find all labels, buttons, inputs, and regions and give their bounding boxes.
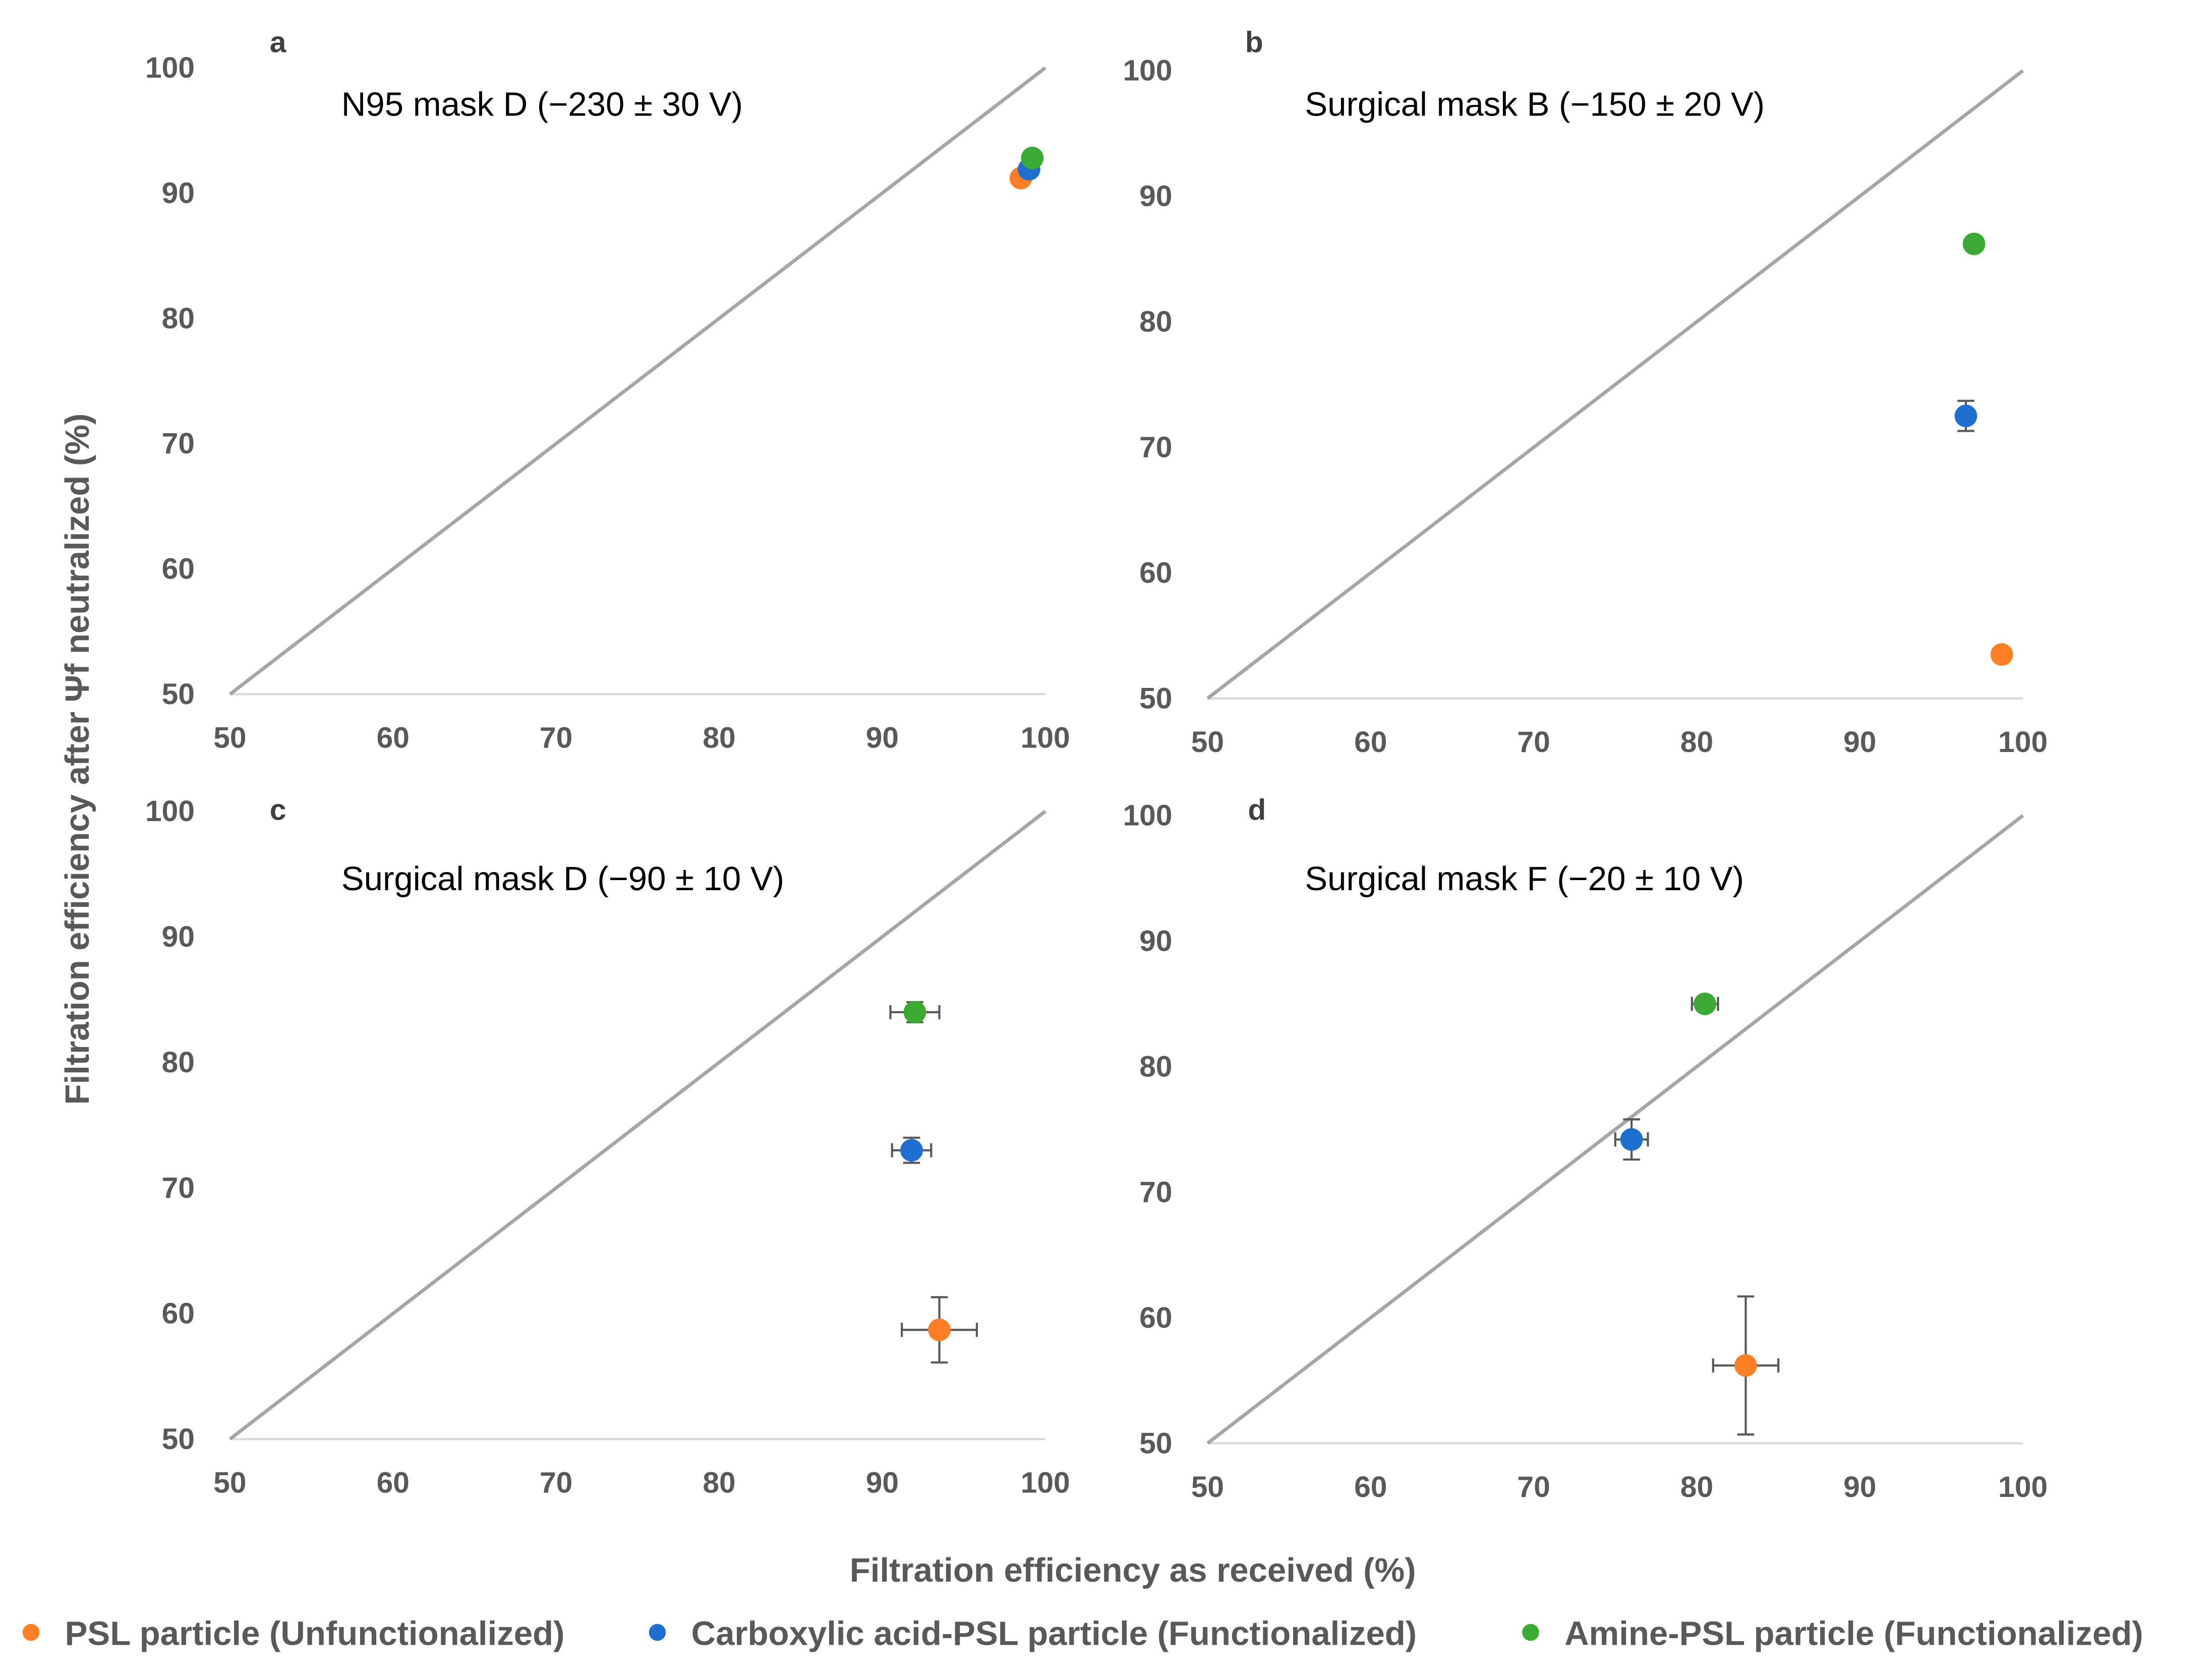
x-tick-label: 90	[1843, 726, 1876, 759]
y-tick-label: 60	[162, 1297, 195, 1330]
panel-d: 50 60 70 80 90 100 50 60 70 80 90 100 d Surgical mask…	[1123, 793, 2048, 1503]
panel-b: 50 60 70 80 90 100 50 60 70 80 90 100 b Surgical mask…	[1123, 26, 2048, 759]
x-tick-label: 60	[1354, 1471, 1387, 1503]
x-tick-label: 100	[1998, 1471, 2048, 1503]
legend: PSL particle (Unfunctionalized) Carboxyli…	[22, 1615, 2143, 1653]
y-tick-label: 100	[145, 51, 195, 84]
panel-letter: b	[1245, 26, 1263, 59]
x-tick-label: 70	[540, 722, 572, 755]
x-tick-label: 60	[1354, 726, 1387, 759]
data-point-amine	[1021, 146, 1044, 169]
x-tick-label: 70	[1517, 1471, 1550, 1503]
x-tick-label: 50	[213, 722, 246, 755]
data-point-psl	[928, 1318, 951, 1342]
y-tick-label: 90	[1139, 180, 1172, 213]
x-tick-label: 90	[1843, 1471, 1876, 1503]
reference-line-y-equals-x	[1206, 814, 2024, 1445]
y-tick-label: 60	[1139, 1301, 1172, 1334]
x-tick-label: 50	[1191, 726, 1224, 759]
y-tick-label: 70	[1139, 431, 1172, 464]
panel-letter: d	[1248, 793, 1266, 826]
y-tick-label: 60	[1139, 556, 1172, 589]
data-point-carboxylic	[900, 1139, 923, 1162]
y-tick-label: 100	[145, 795, 195, 828]
x-tick-label: 80	[1680, 726, 1713, 759]
x-tick-label: 50	[213, 1467, 246, 1499]
data-point-amine	[903, 1001, 926, 1024]
panel-a: 50 60 70 80 90 100 50 60 70 80 90 100 a N95 mask D (−…	[145, 26, 1070, 755]
y-tick-label: 70	[162, 427, 195, 460]
y-tick-label: 50	[162, 1423, 195, 1456]
x-tick-label: 60	[377, 722, 410, 755]
y-tick-label: 80	[1139, 1050, 1172, 1083]
x-tick-label: 100	[1021, 1467, 1070, 1499]
reference-line-y-equals-x	[1206, 69, 2024, 700]
panel-c: 50 60 70 80 90 100 50 60 70 80 90 100 c Surgical mask…	[145, 793, 1070, 1499]
y-tick-label: 80	[1139, 306, 1172, 338]
data-point-carboxylic	[1954, 404, 1977, 428]
x-tick-label: 70	[1517, 726, 1550, 759]
panel-title: N95 mask D (−230 ± 30 V)	[341, 86, 743, 124]
panel-letter: a	[270, 26, 287, 59]
panel-title: Surgical mask B (−150 ± 20 V)	[1305, 86, 1765, 124]
y-tick-label: 70	[1139, 1176, 1172, 1208]
x-axis-label: Filtration efficiency as received (%)	[850, 1551, 1416, 1589]
y-tick-label: 100	[1123, 799, 1172, 832]
legend-marker-carboxylic	[649, 1624, 666, 1641]
y-tick-label: 60	[162, 553, 195, 586]
reference-line-y-equals-x	[228, 809, 1046, 1441]
panel-title: Surgical mask D (−90 ± 10 V)	[341, 860, 784, 898]
panel-title: Surgical mask F (−20 ± 10 V)	[1305, 860, 1744, 898]
reference-line-y-equals-x	[228, 66, 1046, 696]
x-tick-label: 60	[377, 1467, 410, 1499]
legend-label-carboxylic: Carboxylic acid-PSL particle (Functional…	[691, 1615, 1417, 1653]
data-point-amine	[1694, 992, 1717, 1015]
y-tick-label: 90	[1139, 924, 1172, 957]
y-tick-label: 90	[162, 177, 195, 209]
y-axis-label: Filtration efficiency after Ψf neutraliz…	[59, 414, 96, 1105]
x-tick-label: 50	[1191, 1471, 1224, 1503]
legend-label-psl: PSL particle (Unfunctionalized)	[65, 1615, 565, 1653]
data-point-carboxylic	[1620, 1128, 1643, 1151]
legend-marker-psl	[22, 1624, 40, 1641]
y-tick-label: 80	[162, 1046, 195, 1079]
y-tick-label: 70	[162, 1172, 195, 1204]
data-point-amine	[1962, 233, 1986, 255]
legend-label-amine: Amine-PSL particle (Functionalized)	[1564, 1615, 2143, 1653]
y-tick-label: 50	[1139, 1427, 1172, 1460]
x-tick-label: 80	[703, 722, 735, 755]
x-tick-label: 100	[1021, 722, 1070, 755]
x-tick-label: 80	[703, 1467, 735, 1499]
y-tick-label: 50	[162, 678, 195, 711]
panel-letter: c	[270, 793, 286, 826]
legend-marker-amine	[1522, 1624, 1539, 1641]
y-tick-label: 90	[162, 920, 195, 953]
data-point-psl	[1734, 1354, 1757, 1377]
x-tick-label: 80	[1680, 1471, 1713, 1503]
x-tick-label: 70	[540, 1467, 572, 1499]
data-point-psl	[1990, 643, 2013, 666]
x-tick-label: 90	[866, 722, 899, 755]
x-tick-label: 100	[1998, 726, 2048, 759]
y-tick-label: 50	[1139, 682, 1172, 715]
y-tick-label: 80	[162, 302, 195, 335]
y-tick-label: 100	[1123, 54, 1172, 87]
x-tick-label: 90	[866, 1467, 899, 1499]
